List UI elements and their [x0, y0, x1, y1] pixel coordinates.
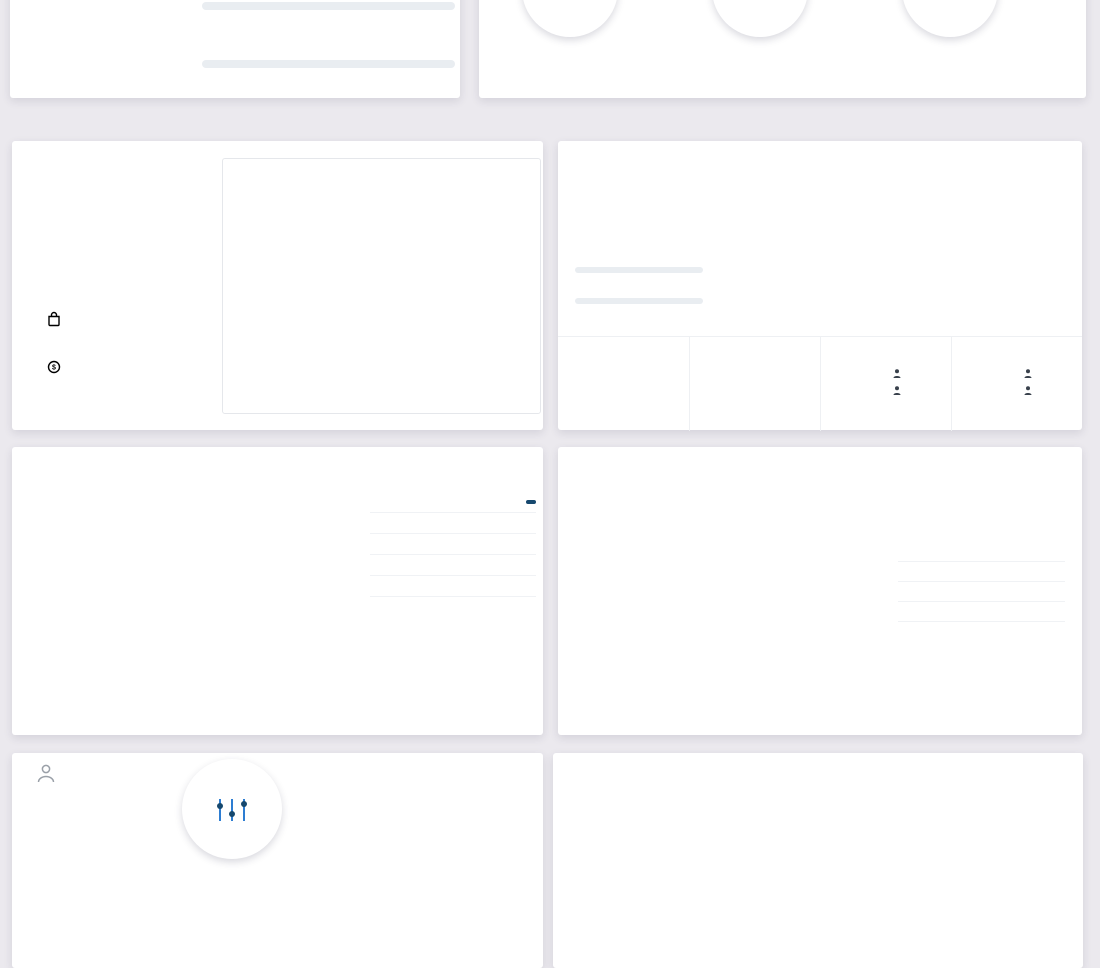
legend-square [130, 653, 135, 658]
kpi-card-4 [948, 463, 1064, 503]
gauge-chart-3 [902, 0, 998, 37]
legend-dot [79, 623, 83, 627]
legend-dot [729, 699, 733, 703]
legend-dot [710, 699, 714, 703]
legend-dot [902, 711, 906, 715]
star-icon [705, 475, 803, 488]
legend-dot [748, 699, 752, 703]
kpi-card-1 [570, 463, 686, 503]
kpi-card-3 [822, 463, 938, 503]
legend-square [130, 679, 135, 684]
legend-square [130, 666, 135, 671]
stat-label [130, 347, 202, 387]
line-chart-legend [60, 623, 124, 627]
mini-panel-donut-green [951, 337, 1083, 431]
mini-panel-sparkline-2 [689, 337, 821, 431]
week-card-1 [292, 643, 350, 719]
bar-chart-legend [582, 699, 882, 703]
progress-track-2 [575, 298, 703, 304]
person-icon [893, 369, 901, 378]
person-icon [36, 763, 56, 783]
slide-gauges[interactable] [479, 0, 1086, 98]
gauge-chart-2 [712, 0, 808, 37]
slide-kpi-dashboard[interactable] [558, 447, 1082, 735]
slide-weekly-bars[interactable] [558, 141, 1082, 431]
progress-track-bottom [202, 60, 455, 68]
kpi-card-2 [696, 463, 812, 503]
bag-icon [39, 304, 69, 334]
profile-gauge-chart [182, 759, 282, 859]
order-row-badge [526, 499, 536, 504]
progress-fill-top [202, 2, 455, 10]
slide-profile-stats[interactable] [12, 753, 543, 968]
person-icon [893, 386, 901, 395]
sliders-icon [215, 797, 249, 823]
radar-panel [222, 158, 541, 414]
person-icon [1024, 386, 1032, 395]
coins-icon: $ [39, 352, 69, 382]
slide-title-only[interactable] [553, 753, 1083, 968]
progress-fill-bottom [202, 60, 455, 68]
svg-text:$: $ [52, 365, 56, 372]
donut-legend-panel [130, 645, 280, 684]
week-card-4 [481, 643, 539, 719]
gauge-chart-1 [522, 0, 618, 37]
week-card-3 [418, 643, 476, 719]
document-icon [831, 475, 929, 488]
slide-radar[interactable]: $ [12, 141, 543, 430]
template-gallery: { "chart_data": [ {"type":"gauge","title… [10, 0, 1086, 968]
headset-icon [957, 476, 1055, 488]
progress-track-1 [575, 267, 703, 273]
progress-track-top [202, 2, 455, 10]
legend-dot [98, 623, 102, 627]
stat-label [130, 299, 202, 339]
slide-text-progress[interactable] [10, 0, 460, 98]
legend-dot [60, 623, 64, 627]
mini-panel-sparkline-1 [558, 337, 689, 431]
trend-legend [902, 711, 909, 715]
mini-panels [558, 336, 1082, 431]
progress-fill-1 [575, 267, 703, 273]
week-card-2 [355, 643, 413, 719]
stat-pill-2: $ [34, 347, 202, 387]
legend-dot [117, 623, 121, 627]
progress-fill-2 [575, 298, 703, 304]
mini-panel-donut-blue [820, 337, 952, 431]
basket-icon [579, 475, 677, 488]
slide-orders-dashboard[interactable] [12, 447, 543, 735]
person-icon [1024, 369, 1032, 378]
stat-pill-1 [34, 299, 202, 339]
